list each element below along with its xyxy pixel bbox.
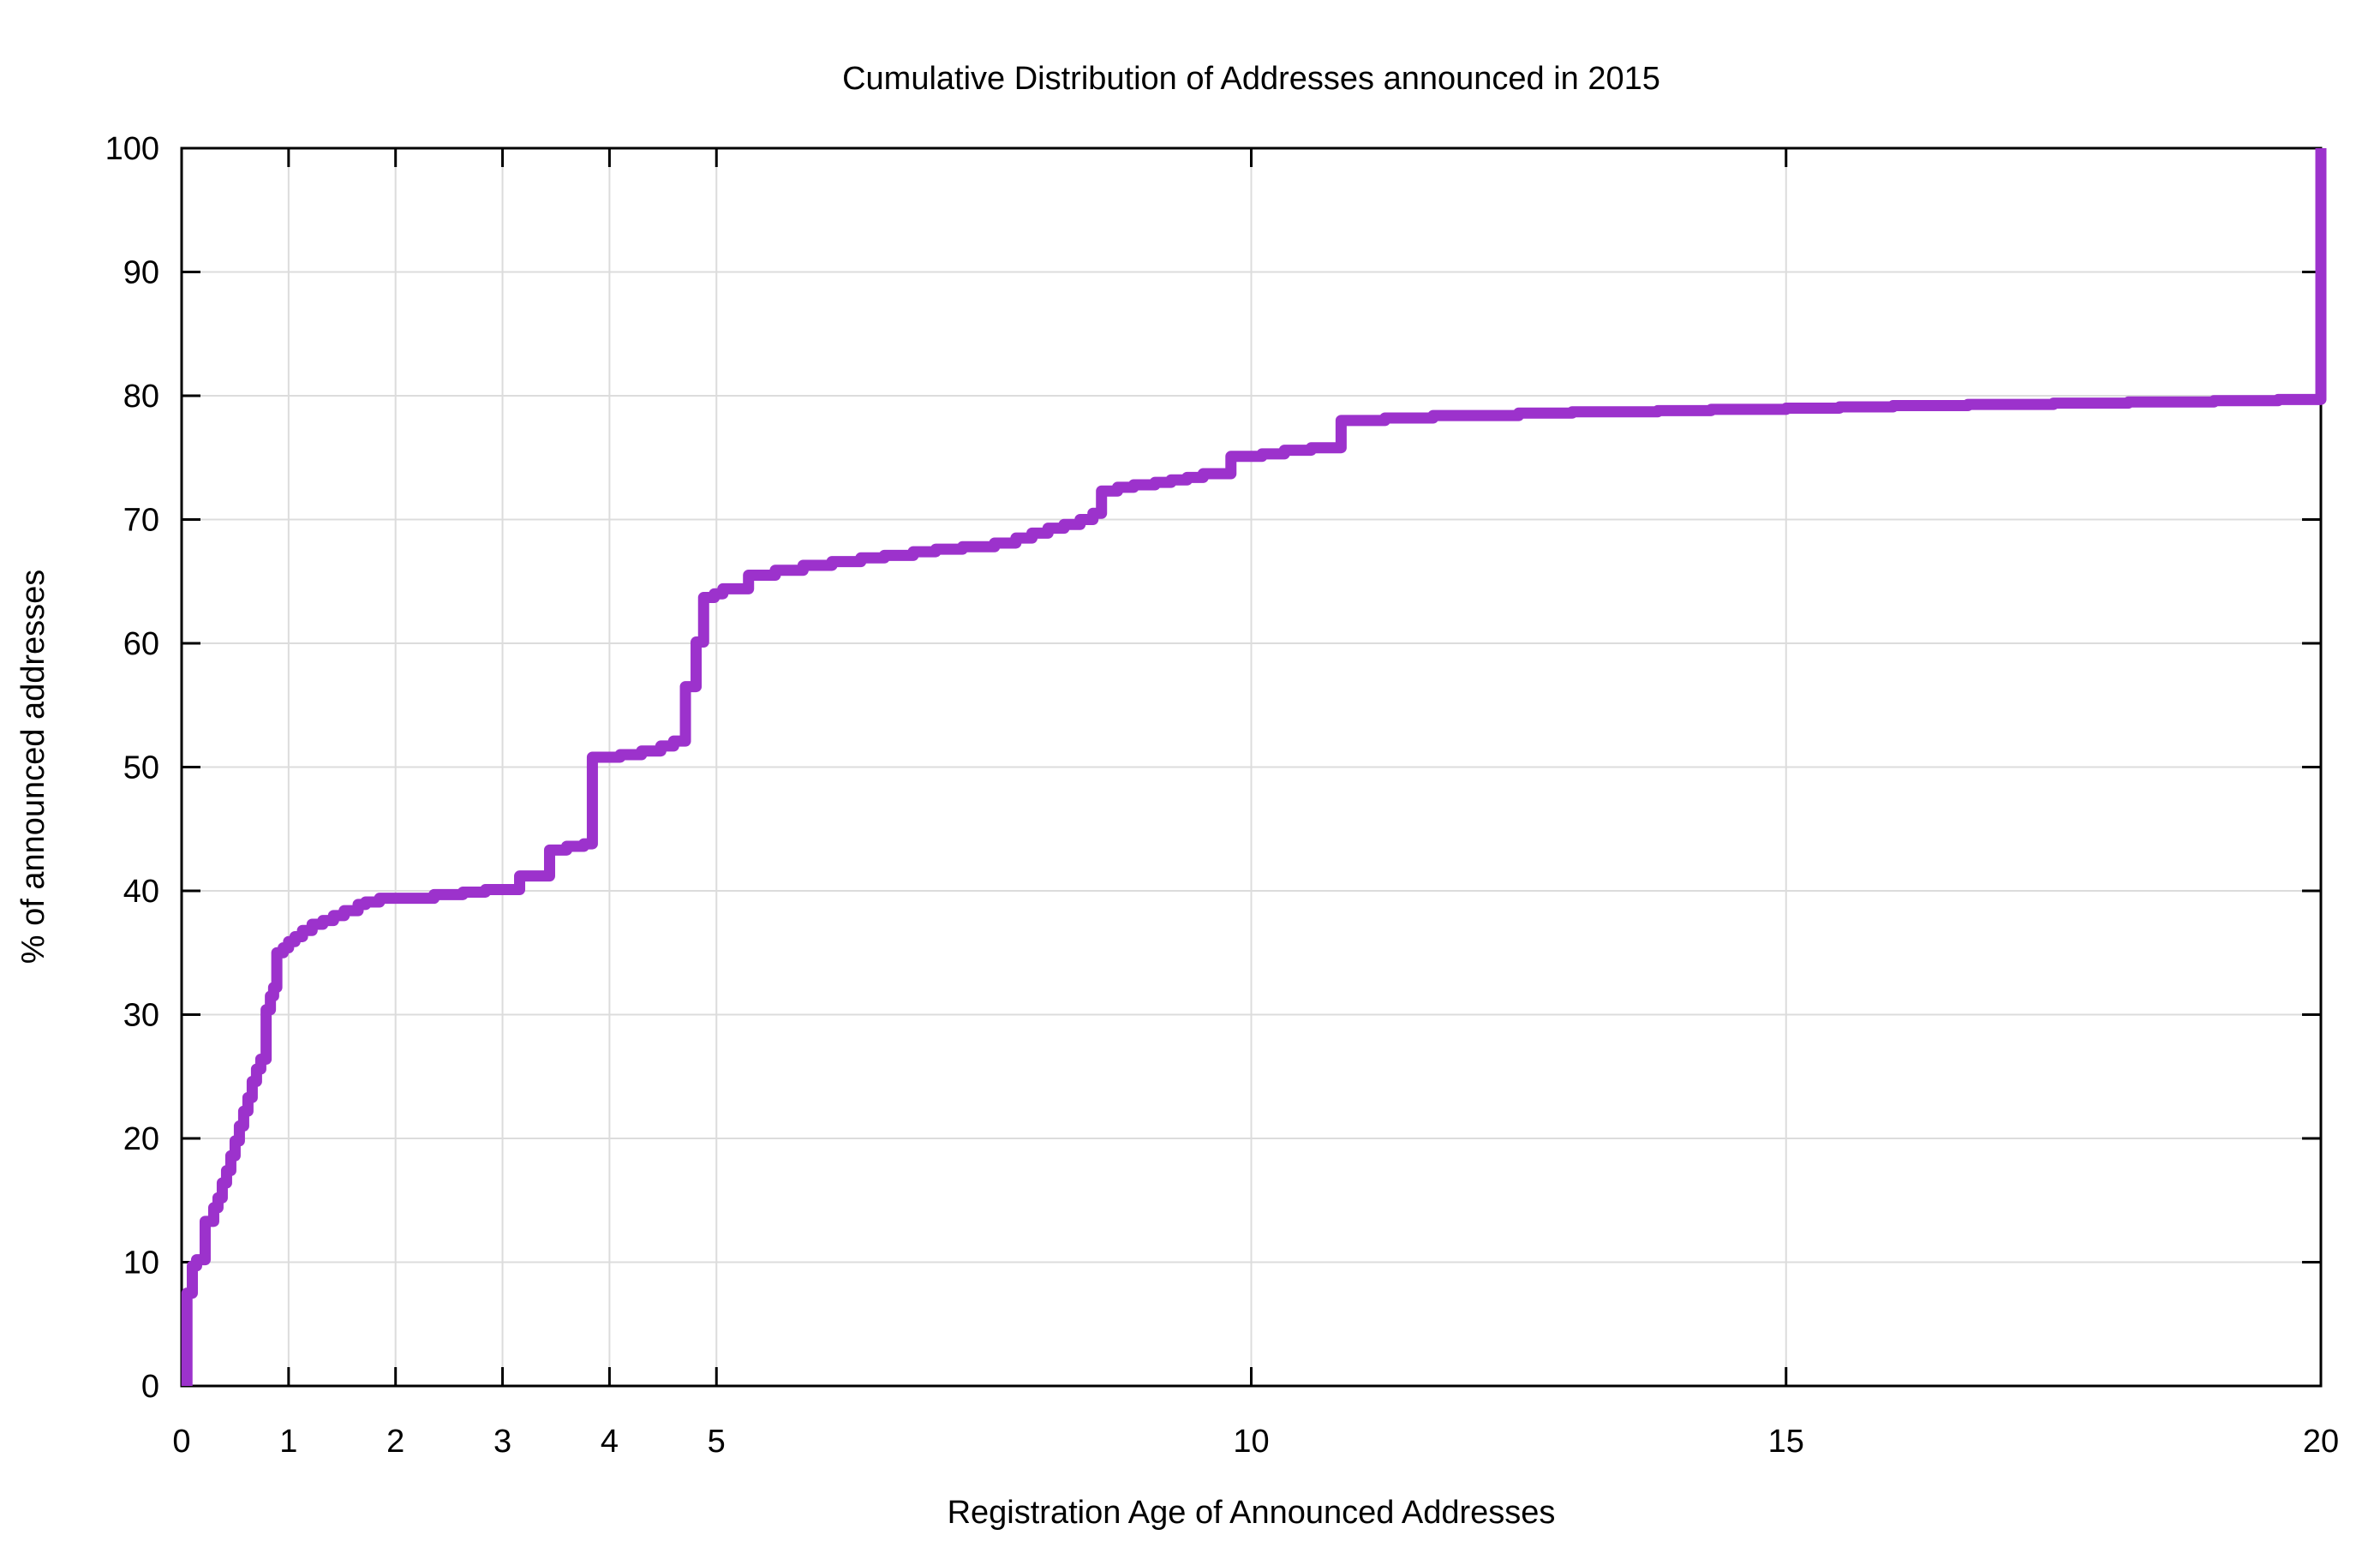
x-tick-label: 5 bbox=[708, 1424, 726, 1460]
y-tick-labels: 0 10 20 30 40 50 60 70 80 90 100 bbox=[105, 131, 159, 1405]
x-tick-label: 1 bbox=[279, 1424, 297, 1460]
y-tick-label: 0 bbox=[141, 1369, 159, 1405]
x-tick-label: 20 bbox=[2303, 1424, 2339, 1460]
x-tick-label: 15 bbox=[1768, 1424, 1804, 1460]
x-tick-label: 10 bbox=[1233, 1424, 1269, 1460]
cdf-curve bbox=[181, 148, 2327, 1386]
gridlines bbox=[182, 148, 2321, 1386]
x-axis-label: Registration Age of Announced Addresses bbox=[947, 1495, 1556, 1531]
y-tick-label: 70 bbox=[123, 503, 159, 539]
x-tick-label: 2 bbox=[386, 1424, 404, 1460]
y-tick-label: 80 bbox=[123, 379, 159, 415]
y-tick-label: 100 bbox=[105, 131, 159, 167]
y-tick-label: 60 bbox=[123, 626, 159, 662]
chart-title: Cumulative Distribution of Addresses ann… bbox=[842, 61, 1660, 97]
x-tick-labels: 0 1 2 3 4 5 10 15 20 bbox=[172, 1424, 2339, 1460]
y-tick-label: 30 bbox=[123, 998, 159, 1034]
plot-border bbox=[180, 146, 2323, 1388]
y-tick-label: 40 bbox=[123, 874, 159, 910]
y-tick-label: 90 bbox=[123, 255, 159, 291]
x-tick-label: 4 bbox=[601, 1424, 619, 1460]
tick-marks bbox=[182, 148, 2321, 1386]
y-tick-label: 20 bbox=[123, 1121, 159, 1157]
y-tick-label: 10 bbox=[123, 1245, 159, 1281]
x-tick-label: 3 bbox=[493, 1424, 511, 1460]
y-tick-label: 50 bbox=[123, 750, 159, 786]
x-tick-label: 0 bbox=[172, 1424, 190, 1460]
